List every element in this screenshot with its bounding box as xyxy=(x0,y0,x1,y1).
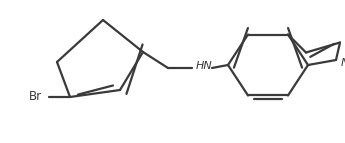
Text: HN: HN xyxy=(196,61,213,71)
Text: NH: NH xyxy=(341,58,345,68)
Text: Br: Br xyxy=(28,91,41,104)
